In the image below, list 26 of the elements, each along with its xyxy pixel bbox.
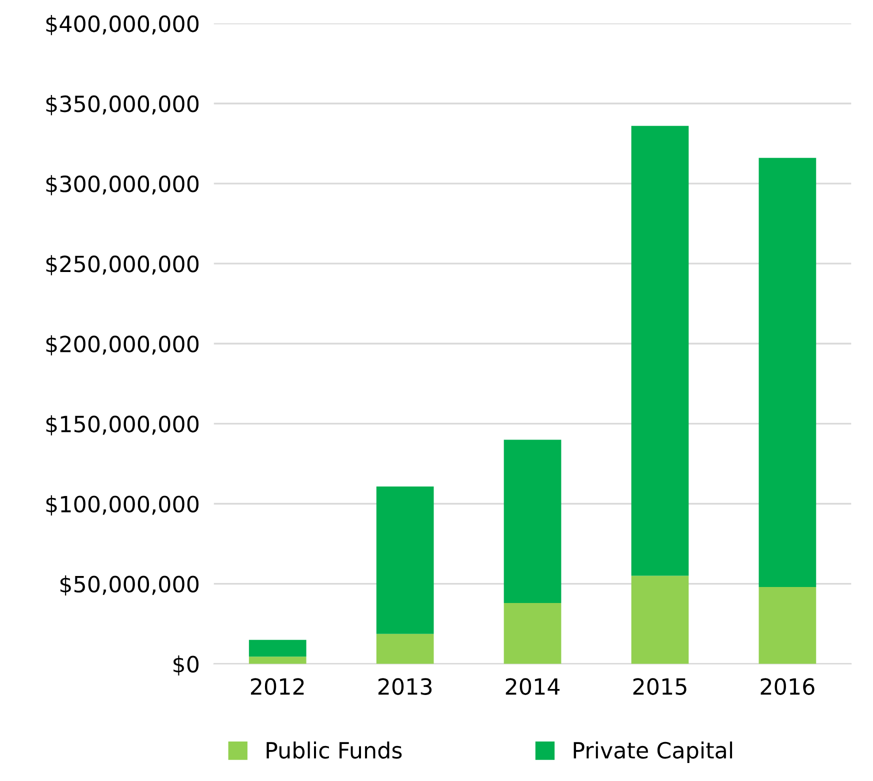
bar — [248, 656, 306, 664]
bar — [504, 440, 562, 604]
bar — [504, 603, 562, 664]
y-tick-label: $350,000,000 — [46, 95, 199, 116]
bar — [376, 486, 434, 634]
x-tick-label: 2012 — [250, 678, 304, 695]
y-tick-label: $100,000,000 — [46, 495, 199, 516]
bar — [248, 640, 306, 657]
y-tick-label: $150,000,000 — [46, 415, 199, 436]
legend-label: Public Funds — [266, 741, 402, 759]
x-tick-label: 2015 — [633, 678, 686, 695]
y-tick-label: $0 — [174, 655, 199, 676]
legend-label: Private Capital — [574, 741, 732, 763]
y-tick-label: $50,000,000 — [60, 575, 199, 596]
bar — [631, 576, 689, 664]
y-tick-label: $250,000,000 — [46, 255, 199, 276]
bar — [631, 126, 689, 576]
y-tick-label: $300,000,000 — [46, 175, 199, 196]
bar — [376, 634, 434, 664]
x-tick-label: 2016 — [760, 678, 814, 695]
bar — [758, 587, 816, 664]
x-tick-label: 2013 — [378, 678, 432, 695]
y-tick-label: $400,000,000 — [46, 14, 199, 36]
bar — [758, 158, 816, 587]
x-tick-label: 2014 — [506, 678, 560, 695]
y-tick-label: $200,000,000 — [46, 335, 199, 356]
